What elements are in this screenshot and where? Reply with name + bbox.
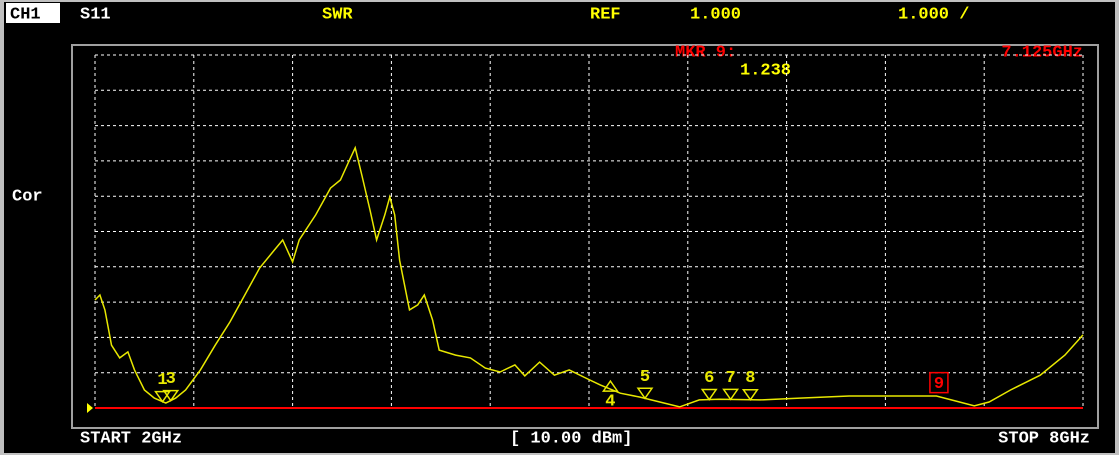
parameter: S11 xyxy=(80,5,111,24)
marker-label: 6 xyxy=(704,369,714,388)
scale: 1.000 / xyxy=(898,5,969,24)
marker xyxy=(601,379,619,392)
marker-label: 8 xyxy=(745,369,755,388)
marker-label: 3 xyxy=(166,370,176,389)
correction-label: Cor xyxy=(12,187,43,206)
marker-label: 7 xyxy=(726,369,736,388)
marker-label: 9 xyxy=(934,375,944,394)
marker-frequency: 7.125GHz xyxy=(1001,43,1083,62)
marker xyxy=(929,371,949,394)
source-power: [ 10.00 dBm] xyxy=(510,429,632,448)
marker xyxy=(722,388,740,401)
marker-value: 1.238 xyxy=(740,61,791,80)
trace xyxy=(94,145,1084,408)
reference-pointer xyxy=(87,403,93,413)
marker xyxy=(154,390,171,403)
marker-name: MKR 9: xyxy=(675,43,736,62)
channel: CH1 xyxy=(10,5,41,24)
ref-value: 1.000 xyxy=(690,5,741,24)
plot-frame xyxy=(71,44,1099,429)
marker xyxy=(741,388,759,402)
marker xyxy=(700,388,718,401)
ref-label: REF xyxy=(590,5,621,24)
marker-label: 1 xyxy=(157,371,167,390)
marker-label: 4 xyxy=(605,393,615,412)
channel-box xyxy=(6,3,60,23)
stop-frequency: STOP 8GHz xyxy=(998,429,1090,448)
format: SWR xyxy=(322,5,353,24)
marker xyxy=(162,389,180,402)
start-frequency: START 2GHz xyxy=(80,429,182,448)
marker-label: 5 xyxy=(640,368,650,387)
marker xyxy=(636,387,654,400)
